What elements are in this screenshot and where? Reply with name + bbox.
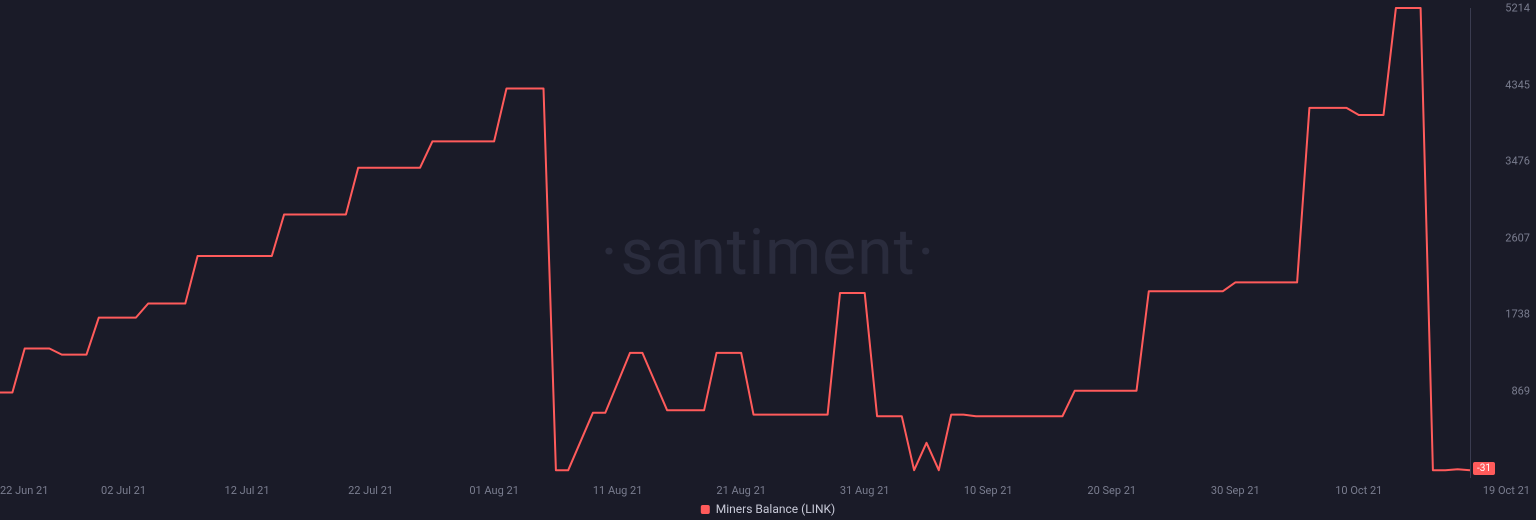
y-tick-label: 1738 — [1505, 308, 1530, 321]
x-tick-label: 10 Oct 21 — [1335, 484, 1382, 497]
x-tick-label: 31 Aug 21 — [840, 484, 890, 497]
x-tick-label: 11 Aug 21 — [593, 484, 643, 497]
series-line — [0, 8, 1470, 470]
legend-label: Miners Balance (LINK) — [716, 502, 835, 516]
x-tick-label: 20 Sep 21 — [1087, 484, 1136, 497]
x-tick-label: 21 Aug 21 — [716, 484, 766, 497]
chart-container: santiment 86917382607347643455214 22 Jun… — [0, 0, 1536, 520]
y-tick-label: 2607 — [1505, 231, 1530, 244]
end-value-badge: -31 — [1473, 462, 1495, 475]
x-tick-label: 01 Aug 21 — [469, 484, 519, 497]
x-tick-label: 12 Jul 21 — [225, 484, 270, 497]
y-tick-label: 3476 — [1505, 155, 1530, 168]
x-tick-label: 22 Jul 21 — [348, 484, 393, 497]
legend-swatch — [701, 505, 710, 514]
x-tick-label: 30 Sep 21 — [1211, 484, 1260, 497]
y-tick-label: 5214 — [1505, 2, 1530, 15]
x-tick-label: 22 Jun 21 — [0, 484, 48, 497]
chart-svg — [0, 0, 1536, 520]
x-tick-label: 10 Sep 21 — [964, 484, 1013, 497]
legend: Miners Balance (LINK) — [701, 502, 835, 516]
x-tick-label: 19 Oct 21 — [1483, 484, 1530, 497]
y-tick-label: 869 — [1511, 384, 1530, 397]
x-tick-label: 02 Jul 21 — [101, 484, 146, 497]
y-tick-label: 4345 — [1505, 78, 1530, 91]
